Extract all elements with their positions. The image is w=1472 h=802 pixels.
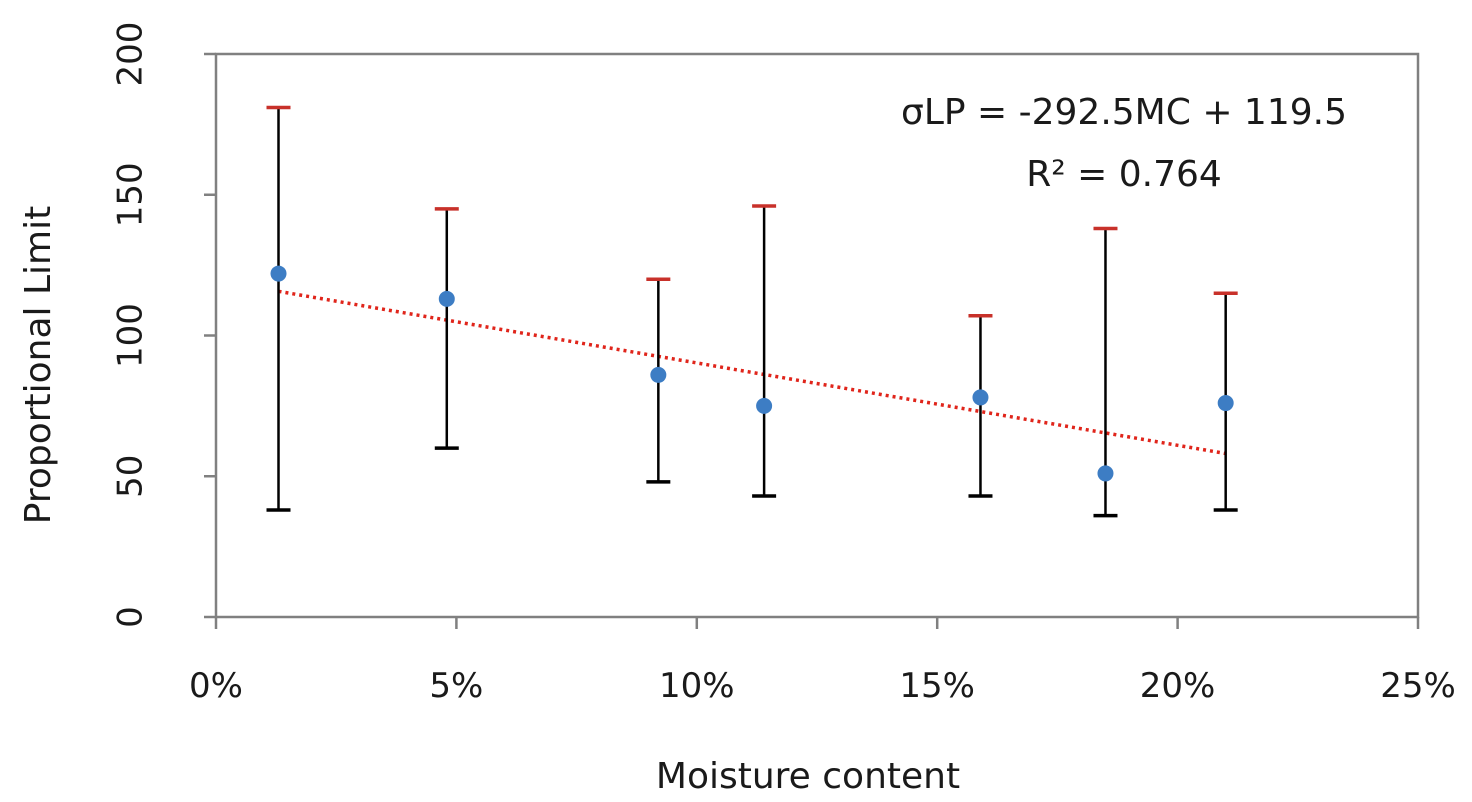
plot-frame	[214, 52, 1420, 619]
data-point	[650, 366, 667, 383]
y-tick-label: 100	[111, 303, 151, 368]
y-tick-label: 200	[111, 22, 151, 87]
data-point	[1097, 465, 1114, 482]
y-axis-ticks: 0 50 100 150 200	[111, 22, 216, 628]
data-point	[270, 265, 287, 282]
data-point	[972, 389, 989, 406]
y-tick-label: 150	[111, 162, 151, 227]
x-tick-label: 0%	[189, 666, 243, 706]
x-axis-title: Moisture content	[656, 756, 960, 797]
trendline-r-squared: R² = 0.764	[1026, 154, 1222, 195]
data-point	[1217, 395, 1234, 412]
y-tick-label: 0	[111, 606, 151, 628]
y-axis-title: Proportional Limit	[18, 206, 59, 525]
x-tick-label: 15%	[899, 666, 975, 706]
y-tick-label: 50	[111, 455, 151, 498]
trendline-layer	[278, 289, 1226, 456]
x-tick-label: 10%	[659, 666, 735, 706]
trendline	[278, 289, 1226, 456]
trendline-equation: σLP = -292.5MC + 119.5	[901, 92, 1347, 133]
data-point	[756, 397, 773, 414]
x-axis-ticks: 0% 5% 10% 15% 20% 25%	[189, 617, 1456, 706]
points-layer	[270, 265, 1234, 482]
x-tick-label: 20%	[1140, 666, 1216, 706]
x-tick-label: 25%	[1380, 666, 1456, 706]
data-point	[438, 290, 455, 307]
x-tick-label: 5%	[429, 666, 483, 706]
